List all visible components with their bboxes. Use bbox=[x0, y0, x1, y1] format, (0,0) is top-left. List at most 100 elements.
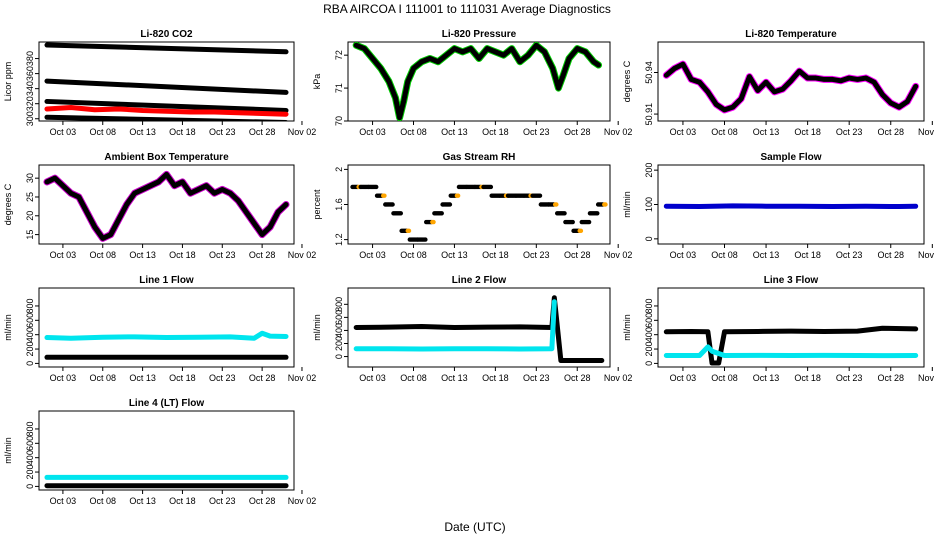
x-tick-label: Oct 13 bbox=[441, 127, 468, 137]
x-tick-label: Oct 03 bbox=[670, 127, 697, 137]
y-tick-label: 200 bbox=[334, 336, 344, 351]
data-point bbox=[398, 211, 404, 216]
x-tick-label: Nov 02 bbox=[604, 373, 633, 383]
x-tick-label: Oct 03 bbox=[50, 250, 77, 260]
data-point bbox=[431, 219, 436, 225]
x-tick-label: Oct 28 bbox=[249, 127, 276, 137]
x-tick-label: Oct 18 bbox=[482, 250, 509, 260]
y-axis-label: ml/min bbox=[622, 314, 632, 341]
y-tick-label: 600 bbox=[334, 310, 344, 325]
x-tick-label: Oct 18 bbox=[169, 496, 196, 506]
series-group bbox=[662, 60, 920, 114]
x-tick-label: Oct 18 bbox=[482, 373, 509, 383]
x-tick-label: Oct 13 bbox=[441, 373, 468, 383]
series-line2-a bbox=[353, 295, 605, 363]
y-tick-label: 0 bbox=[644, 361, 654, 366]
x-tick-label: Oct 13 bbox=[753, 127, 780, 137]
x-tick-label: Oct 08 bbox=[89, 127, 116, 137]
y-axis-label: degrees C bbox=[3, 183, 13, 225]
x-tick-label: Oct 18 bbox=[169, 250, 196, 260]
y-axis-label: kPa bbox=[312, 74, 322, 90]
x-tick-label: Nov 02 bbox=[288, 250, 317, 260]
x-tick-label: Oct 28 bbox=[249, 496, 276, 506]
y-tick-label: 380 bbox=[25, 51, 35, 66]
data-point bbox=[488, 184, 494, 190]
plot-frame bbox=[347, 41, 611, 122]
x-tick-label: Oct 28 bbox=[564, 250, 591, 260]
x-tick-label: Oct 13 bbox=[129, 373, 156, 383]
data-point bbox=[382, 193, 387, 198]
y-tick-label: 1.2 bbox=[334, 233, 344, 246]
plot-frame bbox=[657, 41, 925, 122]
series-group bbox=[352, 42, 603, 121]
panel-title: Gas Stream RH bbox=[443, 152, 516, 163]
y-tick-label: 800 bbox=[25, 298, 35, 313]
x-tick-label: Oct 03 bbox=[359, 373, 386, 383]
y-tick-label: 400 bbox=[644, 327, 654, 342]
series-line2-b bbox=[353, 299, 557, 352]
series-line1-a bbox=[44, 330, 289, 341]
data-point bbox=[578, 228, 584, 234]
y-axis-label: Licor ppm bbox=[3, 62, 13, 102]
plot-frame bbox=[38, 287, 295, 368]
x-tick-label: Oct 18 bbox=[794, 127, 821, 137]
x-tick-label: Oct 08 bbox=[89, 496, 116, 506]
x-tick-label: Oct 13 bbox=[129, 250, 156, 260]
x-tick-label: Oct 18 bbox=[169, 127, 196, 137]
y-tick-label: 800 bbox=[334, 297, 344, 312]
y-tick-label: 15 bbox=[25, 230, 35, 240]
series-line3-a bbox=[663, 325, 919, 366]
y-tick-label: 400 bbox=[334, 323, 344, 338]
series-group bbox=[44, 42, 289, 121]
data-point bbox=[439, 211, 444, 216]
series-ref-zero bbox=[44, 114, 289, 121]
x-tick-label: Oct 13 bbox=[753, 373, 780, 383]
panel-li-820-pressure: Li-820 Pressure Oct 03 Oct 08 Oct 13 Oct 18 O… bbox=[312, 29, 632, 137]
x-tick-label: Oct 28 bbox=[249, 373, 276, 383]
x-tick-label: Oct 13 bbox=[129, 496, 156, 506]
series-group bbox=[43, 170, 290, 242]
series-sample bbox=[44, 104, 289, 117]
x-tick-label: Oct 13 bbox=[129, 127, 156, 137]
y-axis-label: ml/min bbox=[312, 314, 322, 341]
data-point bbox=[595, 211, 600, 216]
panel-ambient-box-temperature: Ambient Box Temperature Oct 03 Oct 08 Oct 1… bbox=[3, 152, 316, 260]
series-box-temp bbox=[44, 171, 289, 241]
figure-title: RBA AIRCOA I 111001 to 111031 Average Di… bbox=[323, 2, 611, 16]
panel-title: Line 1 Flow bbox=[139, 275, 194, 286]
x-tick-label: Oct 28 bbox=[564, 127, 591, 137]
x-tick-label: Oct 23 bbox=[523, 250, 550, 260]
y-tick-label: 600 bbox=[25, 313, 35, 328]
panel-line-2-flow: Line 2 Flow Oct 03 Oct 08 Oct 13 Oct 18 Oct 2… bbox=[312, 275, 632, 383]
panel-title: Line 3 Flow bbox=[764, 275, 819, 286]
data-point bbox=[390, 202, 395, 207]
x-tick-label: Oct 08 bbox=[400, 127, 427, 137]
data-point bbox=[423, 237, 428, 242]
x-tick-label: Oct 03 bbox=[50, 373, 77, 383]
x-tick-label: Oct 13 bbox=[441, 250, 468, 260]
panel-line-4-lt-flow: Line 4 (LT) Flow Oct 03 Oct 08 Oct 13 Oct 18… bbox=[3, 398, 316, 506]
x-tick-label: Oct 28 bbox=[877, 373, 904, 383]
x-tick-label: Nov 02 bbox=[604, 127, 633, 137]
y-tick-label: 200 bbox=[644, 342, 654, 357]
x-tick-label: Nov 02 bbox=[918, 127, 936, 137]
y-tick-label: 30 bbox=[25, 173, 35, 183]
x-tick-label: Oct 28 bbox=[877, 127, 904, 137]
x-tick-label: Oct 18 bbox=[794, 250, 821, 260]
panel-title: Ambient Box Temperature bbox=[104, 152, 229, 163]
y-axis-label: degrees C bbox=[622, 60, 632, 102]
series-group bbox=[663, 203, 919, 210]
x-tick-label: Oct 13 bbox=[753, 250, 780, 260]
series-pressure bbox=[353, 42, 602, 121]
x-tick-label: Oct 08 bbox=[400, 373, 427, 383]
x-tick-label: Oct 23 bbox=[836, 250, 863, 260]
panel-li-820-co2: Li-820 CO2 Oct 03 Oct 08 Oct 13 Oct 18 Oct 23… bbox=[3, 29, 316, 137]
x-tick-label: Nov 02 bbox=[288, 127, 317, 137]
y-tick-label: 320 bbox=[25, 96, 35, 111]
x-tick-label: Oct 08 bbox=[89, 373, 116, 383]
plot-frame bbox=[347, 287, 611, 368]
y-tick-label: 400 bbox=[25, 327, 35, 342]
y-tick-label: 300 bbox=[25, 111, 35, 126]
x-tick-label: Oct 23 bbox=[523, 127, 550, 137]
